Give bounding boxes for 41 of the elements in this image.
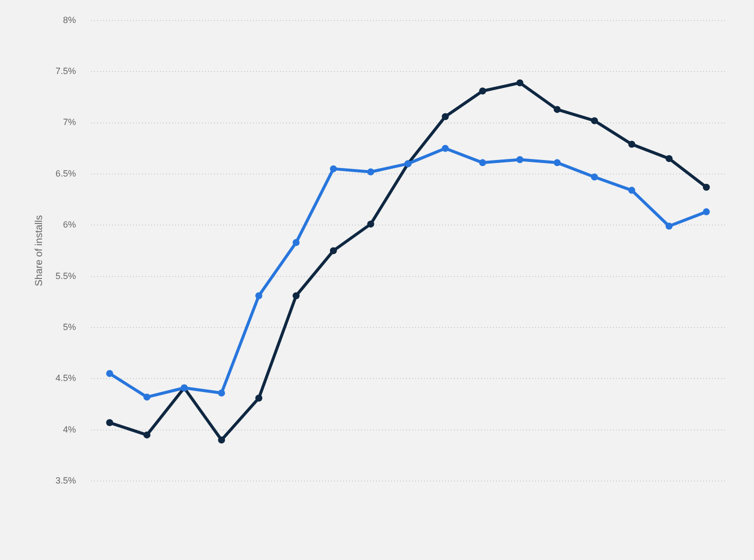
point	[590, 117, 598, 124]
point	[554, 106, 561, 113]
point	[702, 208, 710, 216]
point	[628, 186, 636, 194]
point	[516, 156, 524, 164]
y-tick-label: 6%	[62, 220, 76, 230]
y-tick-label: 5%	[62, 322, 76, 332]
y-axis-title: Share of installs	[34, 215, 45, 286]
point	[218, 389, 226, 396]
point	[479, 88, 486, 95]
point	[590, 174, 598, 181]
point	[666, 222, 673, 230]
point	[106, 419, 114, 426]
y-tick-label: 8%	[62, 14, 76, 25]
point	[479, 159, 486, 166]
point	[666, 155, 673, 162]
point	[255, 394, 262, 402]
point	[330, 247, 337, 254]
point	[292, 239, 300, 246]
point	[442, 144, 449, 152]
y-tick-label: 4%	[62, 424, 76, 434]
point	[442, 113, 449, 120]
y-tick-label: 4.5%	[55, 373, 76, 384]
point	[628, 140, 636, 148]
point	[143, 431, 150, 438]
point	[330, 165, 337, 172]
point	[143, 394, 150, 401]
point	[106, 370, 114, 378]
y-tick-label: 3.5%	[55, 475, 76, 486]
y-tick-label: 5.5%	[55, 270, 76, 281]
point	[255, 292, 262, 300]
y-tick-label: 6.5%	[55, 168, 76, 178]
point	[554, 159, 561, 166]
point	[218, 436, 226, 444]
point	[702, 184, 710, 191]
point	[292, 292, 300, 300]
y-tick-label: 7.5%	[55, 66, 76, 76]
y-tick-label: 7%	[62, 117, 76, 128]
point	[367, 168, 374, 176]
point	[516, 79, 524, 86]
point	[367, 220, 374, 228]
